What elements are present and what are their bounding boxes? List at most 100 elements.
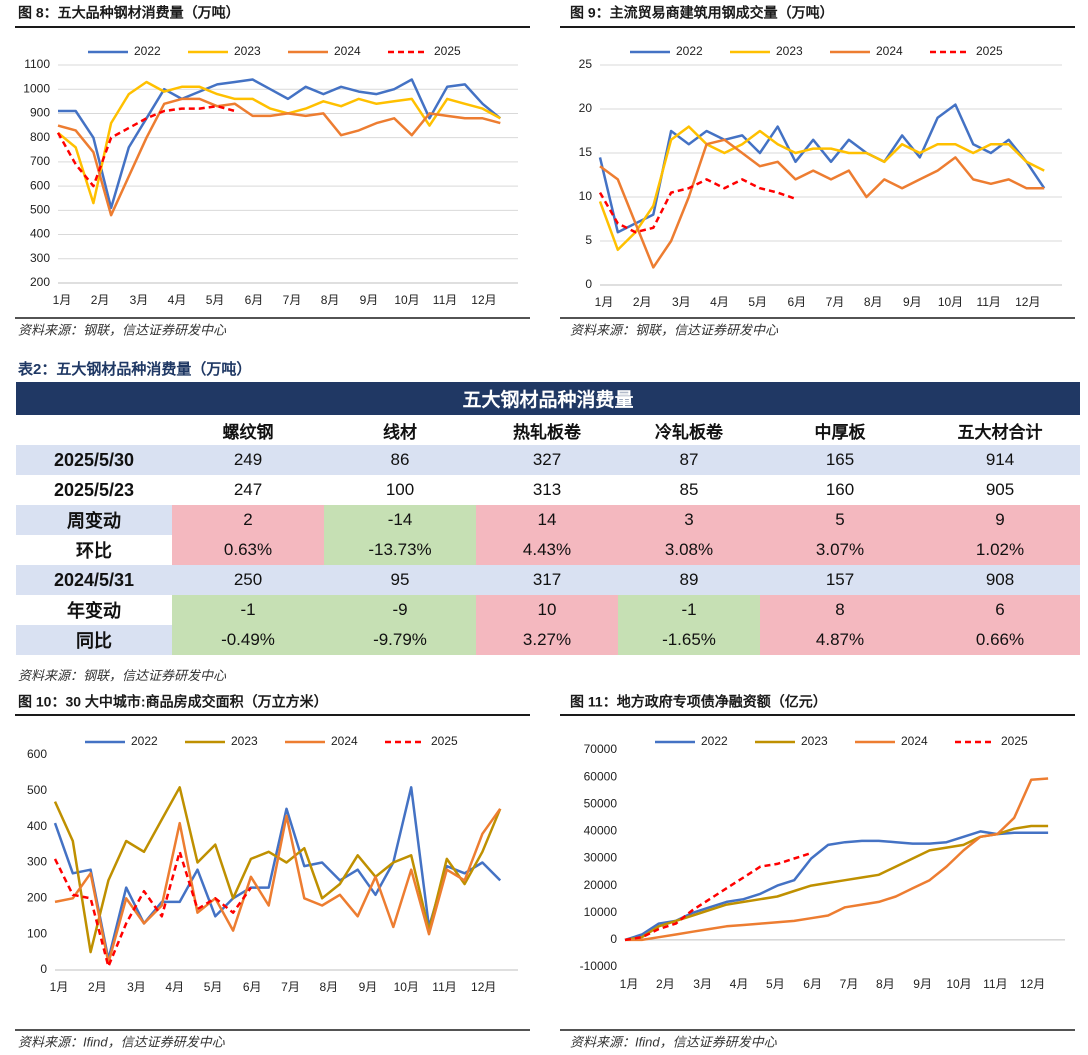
x-tick-label: 7月 — [281, 980, 300, 994]
y-tick-label: 0 — [40, 962, 47, 976]
x-tick-label: 1月 — [595, 295, 614, 309]
legend-label: 2025 — [431, 734, 458, 748]
column-header: 中厚板 — [814, 422, 866, 442]
legend-label: 2023 — [776, 44, 803, 58]
y-tick-label: 600 — [30, 178, 50, 192]
series-line — [58, 78, 502, 210]
x-tick-label: 3月 — [127, 980, 146, 994]
y-tick-label: 300 — [27, 855, 47, 869]
table-cell: -1.65% — [618, 625, 760, 655]
legend-label: 2024 — [334, 44, 361, 58]
y-tick-label: 500 — [30, 203, 50, 217]
y-tick-label: 1000 — [23, 81, 50, 95]
x-tick-label: 9月 — [903, 295, 922, 309]
table-cell: 0.63% — [172, 535, 324, 565]
series-line — [598, 125, 1045, 252]
table-cell: 86 — [324, 445, 476, 475]
legend-label: 2022 — [701, 734, 728, 748]
table-cell: 3.07% — [760, 535, 920, 565]
table-caption: 表2：五大钢材品种消费量（万吨） — [18, 361, 252, 378]
chart-title: 图 8：五大品种钢材消费量（万吨） — [18, 5, 240, 21]
table-cell: 6 — [920, 595, 1081, 625]
table-cell: 100 — [324, 475, 476, 505]
x-tick-label: 5月 — [206, 293, 225, 307]
series-line — [624, 851, 812, 942]
table-row: 2024/5/31 250 95 317 89 157 908 — [16, 565, 1081, 595]
table-cell: -1 — [618, 595, 760, 625]
y-tick-label: 400 — [30, 227, 50, 241]
table-cell: 4.43% — [476, 535, 618, 565]
x-tick-label: 4月 — [165, 980, 184, 994]
legend-label: 2022 — [134, 44, 161, 58]
x-tick-label: 3月 — [693, 977, 712, 991]
table-cell: 89 — [618, 565, 760, 595]
y-tick-label: 25 — [579, 57, 593, 71]
legend-label: 2022 — [131, 734, 158, 748]
x-tick-label: 12月 — [1015, 295, 1040, 309]
table-cell: 0.66% — [920, 625, 1081, 655]
row-label: 2024/5/31 — [16, 565, 172, 595]
x-tick-label: 8月 — [319, 980, 338, 994]
chart-title: 图 10：30 大中城市:商品房成交面积（万立方米） — [18, 694, 328, 710]
y-tick-label: 70000 — [584, 742, 618, 756]
row-label: 2025/5/23 — [16, 475, 172, 505]
y-tick-label: 700 — [30, 154, 50, 168]
legend-label: 2024 — [331, 734, 358, 748]
x-tick-label: 2月 — [88, 980, 107, 994]
x-tick-label: 8月 — [864, 295, 883, 309]
x-tick-label: 5月 — [204, 980, 223, 994]
x-tick-label: 10月 — [394, 980, 419, 994]
y-tick-label: 600 — [27, 747, 47, 761]
table-row: 2025/5/30 249 86 327 87 165 914 — [16, 445, 1081, 475]
table-cell: 8 — [760, 595, 920, 625]
legend-label: 2024 — [876, 44, 903, 58]
y-tick-label: 200 — [30, 275, 50, 289]
legend-label: 2022 — [676, 44, 703, 58]
column-header: 冷轧板卷 — [655, 422, 723, 442]
x-tick-label: 6月 — [787, 295, 806, 309]
x-tick-label: 4月 — [710, 295, 729, 309]
table-cell: 10 — [476, 595, 618, 625]
x-tick-label: 10月 — [938, 295, 963, 309]
y-tick-label: 60000 — [584, 769, 618, 783]
y-tick-label: 800 — [30, 130, 50, 144]
table-cell: 95 — [324, 565, 476, 595]
series-line — [53, 786, 502, 954]
table-cell: 313 — [476, 475, 618, 505]
x-tick-label: 11月 — [433, 293, 457, 307]
table-source: 资料来源：钢联，信达证券研发中心 — [18, 668, 227, 683]
y-tick-label: 300 — [30, 251, 50, 265]
table-cell: 85 — [618, 475, 760, 505]
legend-label: 2025 — [1001, 734, 1028, 748]
series-line — [54, 808, 502, 965]
x-tick-label: 11月 — [432, 980, 456, 994]
legend-label: 2023 — [234, 44, 261, 58]
row-label: 同比 — [16, 625, 172, 655]
x-tick-label: 12月 — [471, 980, 496, 994]
table-cell: -14 — [324, 505, 476, 535]
y-tick-label: -10000 — [580, 959, 618, 973]
row-label: 周变动 — [16, 505, 172, 535]
row-label: 环比 — [16, 535, 172, 565]
y-tick-label: 15 — [579, 145, 593, 159]
y-tick-label: 900 — [30, 106, 50, 120]
legend-label: 2025 — [976, 44, 1003, 58]
column-header: 五大材合计 — [957, 422, 1043, 442]
x-tick-label: 2月 — [633, 295, 652, 309]
series-line — [598, 103, 1046, 234]
chart-source: 资料来源：Ifind，信达证券研发中心 — [18, 1034, 226, 1049]
table-cell: -1 — [172, 595, 324, 625]
legend-label: 2023 — [801, 734, 828, 748]
table-cell: 5 — [760, 505, 920, 535]
table-cell: 905 — [920, 475, 1081, 505]
y-tick-label: 20 — [579, 101, 593, 115]
series-line — [57, 97, 501, 217]
table-cell: -13.73% — [324, 535, 476, 565]
y-tick-label: 1100 — [24, 57, 50, 71]
x-tick-label: 8月 — [876, 977, 895, 991]
table-cell: 4.87% — [760, 625, 920, 655]
header-row: 螺纹钢 线材 热轧板卷 冷轧板卷 中厚板 五大材合计 — [16, 415, 1080, 445]
series-line — [625, 777, 1049, 942]
x-tick-label: 1月 — [50, 980, 69, 994]
